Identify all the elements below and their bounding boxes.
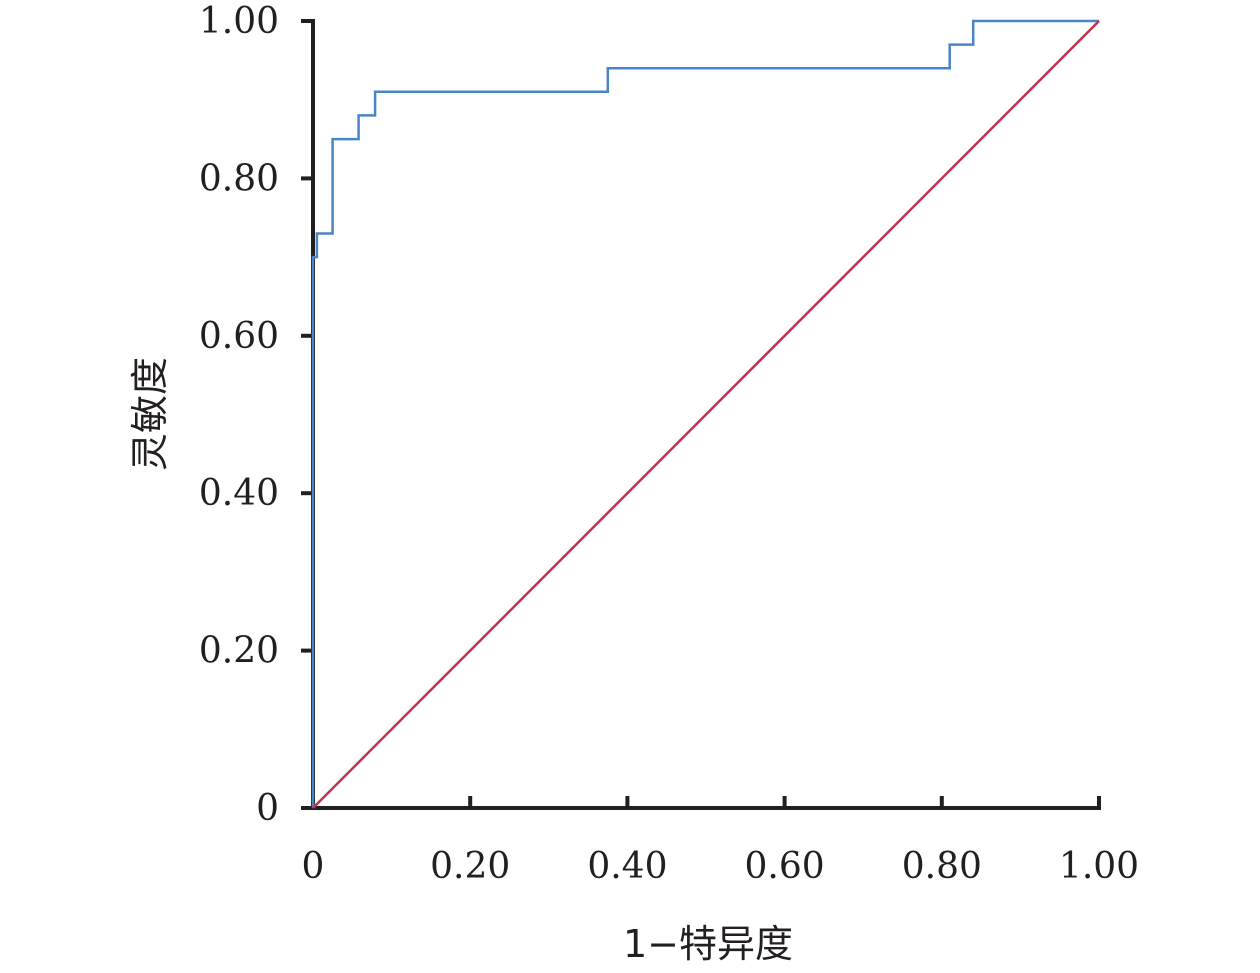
y-tick-label: 0: [256, 788, 279, 829]
x-axis-title: 1−特异度: [623, 922, 793, 966]
y-ticks: 0 0.20 0.40 0.60 0.80 1.00: [199, 1, 313, 829]
x-tick-label: 0.20: [430, 846, 510, 887]
x-tick-label: 0.40: [587, 846, 667, 887]
x-tick-label: 1.00: [1059, 846, 1139, 887]
x-tick-label: 0: [302, 846, 325, 887]
y-axis-title: 灵敏度: [128, 357, 172, 471]
y-tick-label: 0.80: [199, 158, 279, 199]
y-tick-label: 1.00: [199, 1, 279, 42]
y-tick-label: 0.40: [199, 473, 279, 514]
x-ticks: 0 0.20 0.40 0.60 0.80 1.00: [302, 796, 1139, 887]
y-tick-label: 0.20: [199, 631, 279, 672]
series-layer: [311, 19, 1100, 809]
y-tick-label: 0.60: [199, 316, 279, 357]
x-tick-label: 0.80: [902, 846, 982, 887]
roc-curve-line: [311, 19, 1099, 808]
reference-diagonal-line: [312, 20, 1100, 809]
x-tick-label: 0.60: [745, 846, 825, 887]
